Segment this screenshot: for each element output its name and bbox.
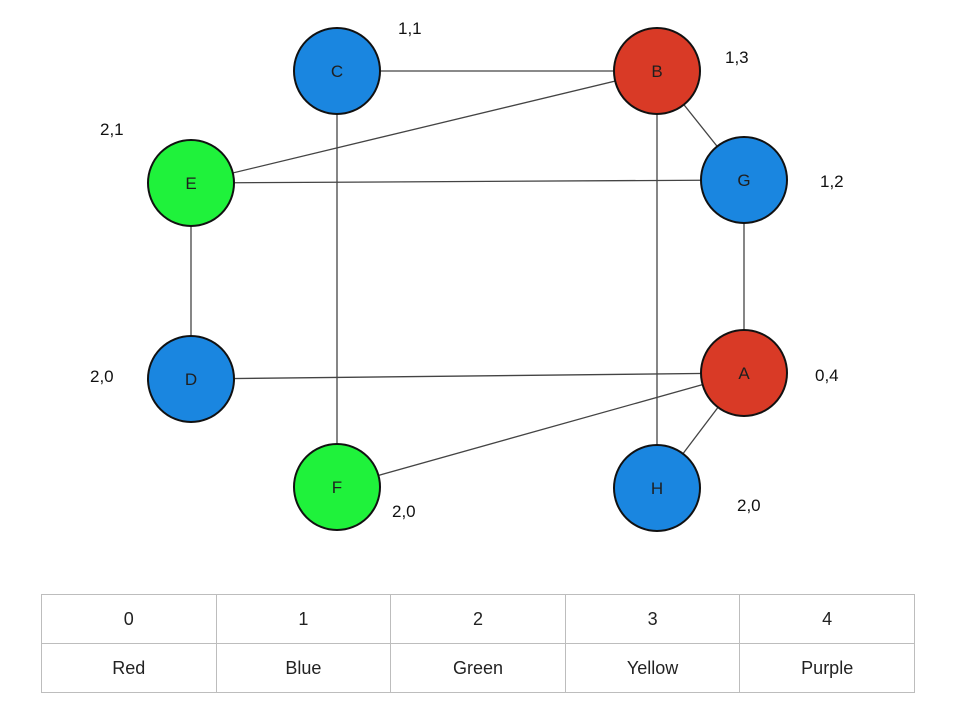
- node-d: D 2,0: [90, 335, 235, 423]
- table-row-color-names: Red Blue Green Yellow Purple: [41, 643, 915, 693]
- node-annotation: 2,0: [90, 367, 114, 386]
- edges-layer: [190, 70, 745, 489]
- table-cell-number: 4: [739, 594, 915, 644]
- node-circle: [293, 443, 381, 531]
- node-annotation: 1,3: [725, 48, 749, 67]
- table-cell-color-name: Yellow: [564, 643, 741, 693]
- table-cell-color-name: Purple: [739, 643, 915, 693]
- node-annotation: 2,1: [100, 120, 124, 139]
- nodes-layer: C 1,1 B 1,3 E 2,1 G 1,2 D 2,0 A 0,4 F 2,0 H 2,0: [90, 19, 844, 532]
- node-g: G 1,2: [700, 136, 844, 224]
- node-annotation: 2,0: [392, 502, 416, 521]
- color-index-table: 0 1 2 3 4 Red Blue Green Yellow Purple: [41, 594, 915, 693]
- node-circle: [613, 27, 701, 115]
- edge-e-g: [190, 179, 745, 184]
- edge-b-e: [190, 70, 658, 184]
- table-cell-color-name: Green: [390, 643, 566, 693]
- edge-d-a: [190, 372, 745, 380]
- node-h: H 2,0: [613, 444, 761, 532]
- node-circle: [700, 329, 788, 417]
- node-label: D: [185, 370, 197, 389]
- table-cell-number: 1: [215, 594, 392, 644]
- node-label: B: [651, 62, 662, 81]
- node-annotation: 1,1: [398, 19, 422, 38]
- node-f: F 2,0: [293, 443, 416, 531]
- node-annotation: 1,2: [820, 172, 844, 191]
- node-c: C 1,1: [293, 19, 422, 115]
- table-cell-number: 2: [390, 594, 566, 644]
- node-label: F: [332, 478, 342, 497]
- table-cell-color-name: Blue: [215, 643, 392, 693]
- node-circle: [147, 335, 235, 423]
- table-cell-color-name: Red: [41, 643, 217, 693]
- node-a: A 0,4: [700, 329, 839, 417]
- edge-f-a: [336, 372, 745, 488]
- table-cell-number: 3: [564, 594, 741, 644]
- node-circle: [147, 139, 235, 227]
- node-label: H: [651, 479, 663, 498]
- node-label: C: [331, 62, 343, 81]
- node-circle: [700, 136, 788, 224]
- node-label: A: [738, 364, 750, 383]
- node-circle: [613, 444, 701, 532]
- node-annotation: 0,4: [815, 366, 839, 385]
- node-b: B 1,3: [613, 27, 749, 115]
- node-label: E: [185, 174, 196, 193]
- node-circle: [293, 27, 381, 115]
- table-row-numbers: 0 1 2 3 4: [41, 594, 915, 644]
- node-e: E 2,1: [100, 120, 235, 227]
- table-cell-number: 0: [41, 594, 217, 644]
- node-annotation: 2,0: [737, 496, 761, 515]
- node-label: G: [737, 171, 750, 190]
